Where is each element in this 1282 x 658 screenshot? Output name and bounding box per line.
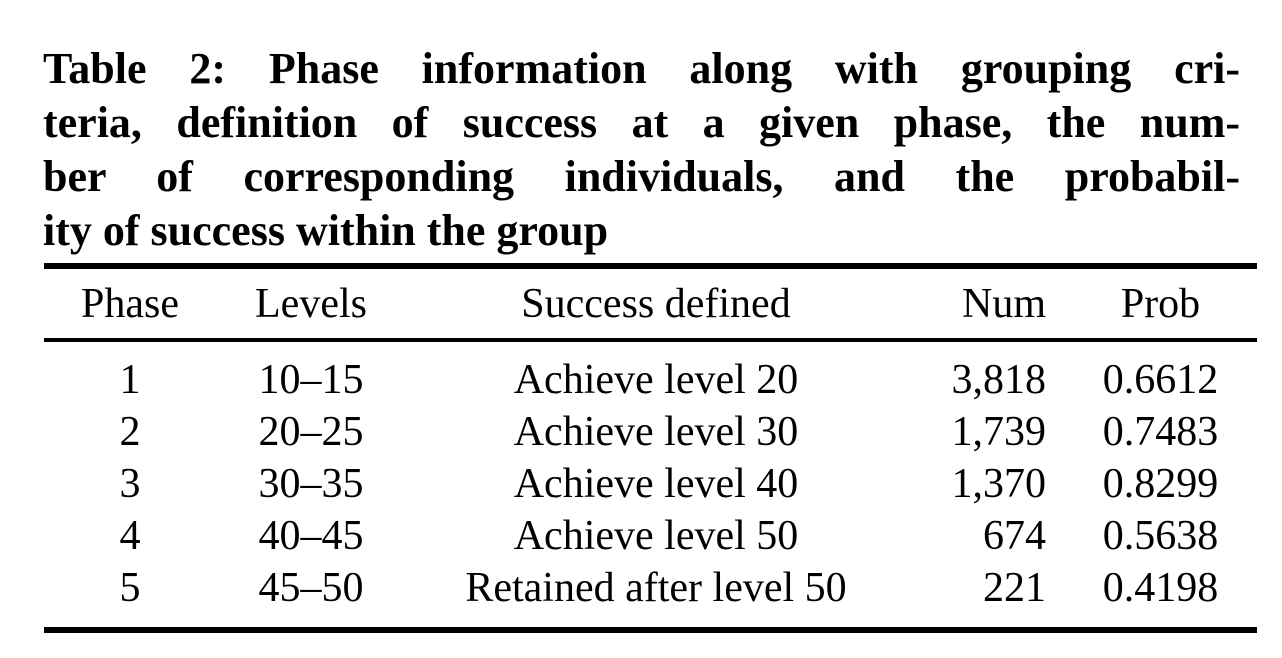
cell-num: 221: [983, 565, 1046, 611]
cell-phase: 5: [119, 565, 141, 611]
mid-rule: [44, 338, 1257, 342]
caption-line-4: ity of success within the group: [43, 206, 609, 255]
table-row: 1 10–15 Achieve level 20 3,818 0.6612: [44, 354, 1257, 406]
cell-phase: 4: [119, 513, 141, 559]
cell-levels: 40–45: [258, 513, 364, 559]
cell-success: Achieve level 30: [513, 409, 799, 455]
column-header-phase: Phase: [81, 280, 179, 327]
column-header-prob: Prob: [1120, 280, 1201, 327]
table-row: 4 40–45 Achieve level 50 674 0.5638: [44, 510, 1257, 562]
cell-success: Achieve level 20: [513, 357, 799, 403]
bottom-rule: [44, 627, 1257, 633]
cell-prob: 0.6612: [1102, 357, 1219, 403]
cell-phase: 2: [119, 409, 141, 455]
table-row: 5 45–50 Retained after level 50 221 0.41…: [44, 562, 1257, 614]
cell-prob: 0.7483: [1102, 409, 1219, 455]
cell-levels: 45–50: [258, 565, 364, 611]
cell-prob: 0.4198: [1102, 565, 1219, 611]
table-row: 3 30–35 Achieve level 40 1,370 0.8299: [44, 458, 1257, 510]
cell-prob: 0.5638: [1102, 513, 1219, 559]
column-header-num: Num: [962, 280, 1046, 327]
top-rule: [44, 263, 1257, 269]
caption-line-2: teria, definition of success at a given …: [43, 98, 1240, 147]
cell-num: 1,739: [951, 409, 1047, 455]
cell-num: 674: [983, 513, 1046, 559]
cell-num: 1,370: [951, 461, 1047, 507]
cell-phase: 1: [119, 357, 141, 403]
caption-line-1: Table 2: Phase information along with gr…: [43, 44, 1240, 93]
column-header-success: Success defined: [521, 280, 791, 327]
cell-success: Retained after level 50: [465, 565, 847, 611]
table-row: 2 20–25 Achieve level 30 1,739 0.7483: [44, 406, 1257, 458]
cell-success: Achieve level 40: [513, 461, 799, 507]
results-table: Phase Levels Success defined Num Prob 1 …: [44, 263, 1257, 633]
table-header-row: Phase Levels Success defined Num Prob: [44, 269, 1257, 338]
column-header-levels: Levels: [255, 280, 367, 327]
table-body: 1 10–15 Achieve level 20 3,818 0.6612 2 …: [44, 342, 1257, 627]
cell-success: Achieve level 50: [513, 513, 799, 559]
table-caption: Table 2: Phase information along with gr…: [43, 42, 1240, 258]
caption-line-3: ber of corresponding individuals, and th…: [43, 152, 1240, 201]
cell-levels: 20–25: [258, 409, 364, 455]
cell-prob: 0.8299: [1102, 461, 1219, 507]
cell-levels: 10–15: [258, 357, 364, 403]
cell-num: 3,818: [951, 357, 1047, 403]
cell-levels: 30–35: [258, 461, 364, 507]
cell-phase: 3: [119, 461, 141, 507]
